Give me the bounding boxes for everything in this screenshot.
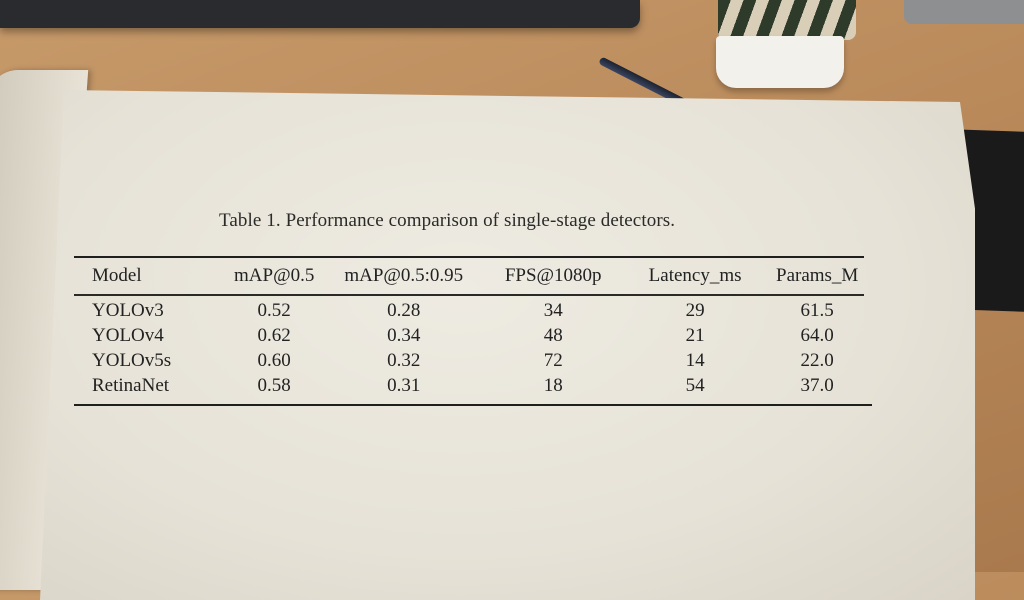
cell-params: 37.0 (800, 374, 834, 396)
cell-map50: 0.62 (257, 324, 291, 346)
cell-latency: 21 (685, 324, 705, 346)
cell-fps: 18 (543, 374, 563, 396)
cell-model: YOLOv4 (92, 324, 164, 346)
cell-params: 22.0 (800, 349, 834, 371)
coffee-cup (712, 0, 862, 90)
table-row: YOLOv5s 0.60 0.32 72 14 22.0 (74, 348, 872, 373)
cell-fps: 72 (543, 349, 563, 371)
header-map50: mAP@0.5 (234, 265, 315, 286)
cell-map50: 0.52 (257, 299, 291, 321)
top-rule (74, 256, 864, 258)
cell-params: 61.5 (800, 299, 834, 321)
cell-model: YOLOv5s (92, 349, 172, 371)
cell-latency: 29 (685, 299, 705, 321)
keyboard (0, 0, 640, 28)
cell-model: YOLOv3 (92, 299, 164, 321)
cell-model: RetinaNet (92, 374, 170, 396)
header-row: Model mAP@0.5 mAP@0.5:0.95 FPS@1080p Lat… (74, 260, 872, 292)
cell-fps: 48 (543, 324, 563, 346)
header-map50-95: mAP@0.5:0.95 (344, 265, 464, 286)
cell-map50-95: 0.32 (387, 349, 421, 371)
cell-map50-95: 0.31 (387, 374, 421, 396)
cell-fps: 34 (543, 299, 563, 321)
book-page (40, 90, 975, 600)
header-model: Model (92, 265, 142, 286)
cell-map50: 0.58 (257, 374, 291, 396)
cell-map50-95: 0.34 (387, 324, 421, 346)
cell-latency: 54 (685, 374, 705, 396)
cell-map50-95: 0.28 (387, 299, 421, 321)
header-latency: Latency_ms (648, 265, 742, 286)
laptop-edge (904, 0, 1024, 24)
table-row: RetinaNet 0.58 0.31 18 54 37.0 (74, 373, 872, 398)
cell-params: 64.0 (800, 324, 834, 346)
header-rule (74, 294, 864, 296)
table-row: YOLOv3 0.52 0.28 34 29 61.5 (74, 292, 872, 323)
table-caption: Table 1. Performance comparison of singl… (219, 210, 676, 231)
cell-map50: 0.60 (257, 349, 291, 371)
header-params: Params_M (776, 265, 859, 286)
header-fps: FPS@1080p (504, 265, 602, 286)
table-row: YOLOv4 0.62 0.34 48 21 64.0 (74, 323, 872, 348)
bottom-rule (74, 404, 872, 406)
cell-latency: 14 (685, 349, 705, 371)
